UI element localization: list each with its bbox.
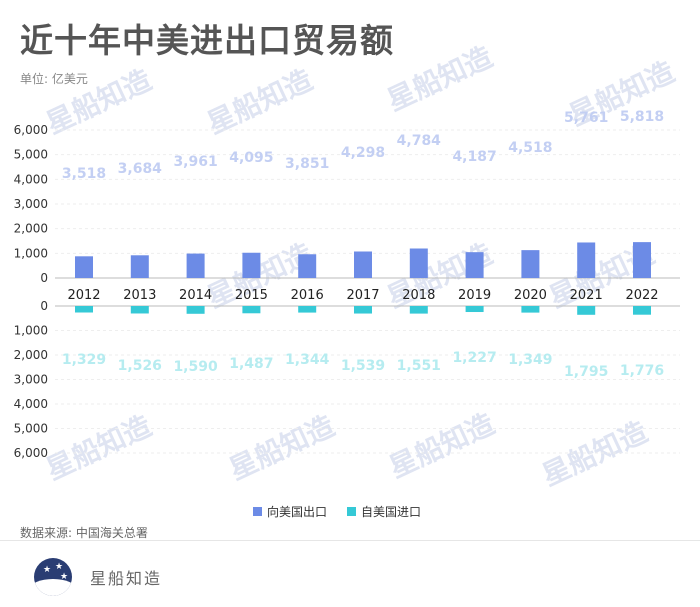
bar-export (75, 256, 93, 278)
wave-icon (34, 579, 72, 596)
data-label-import: 1,539 (341, 358, 385, 374)
data-label-import: 1,551 (397, 358, 441, 374)
y-tick-label: 2,000 (14, 348, 48, 362)
x-tick-label: 2016 (291, 288, 324, 303)
data-label-import: 1,344 (285, 352, 330, 368)
y-tick-label: 3,000 (14, 197, 48, 211)
watermark-text: 星船知造 (382, 40, 497, 117)
bar-export (354, 251, 372, 278)
source-note: 数据来源: 中国海关总署 (20, 526, 148, 540)
data-label-export: 4,298 (341, 145, 385, 161)
y-tick-label: 1,000 (14, 324, 48, 338)
watermark-text: 星船知造 (537, 415, 652, 492)
y-tick-label: 6,000 (14, 123, 48, 137)
watermark-text: 星船知造 (384, 407, 499, 484)
bar-import (75, 306, 93, 313)
y-tick-label: 2,000 (14, 222, 48, 236)
data-label-export: 5,818 (620, 109, 664, 125)
data-label-export: 3,851 (285, 156, 329, 172)
y-tick-label: 4,000 (14, 397, 48, 411)
bar-import (577, 306, 596, 315)
footer: ★ ★ ★ 星船知造 (0, 540, 700, 607)
bar-import (354, 306, 372, 314)
bar-export (409, 248, 428, 278)
bar-export (186, 253, 205, 278)
data-label-export: 4,095 (229, 150, 273, 166)
legend: 向美国出口 自美国进口 (253, 503, 421, 520)
x-tick-label: 2012 (67, 288, 100, 303)
data-label-import: 1,227 (452, 350, 496, 366)
data-label-export: 3,961 (173, 154, 217, 170)
legend-label-import: 自美国进口 (361, 505, 422, 519)
chart-title: 近十年中美进出口贸易额 (20, 21, 394, 60)
bar-import (521, 306, 540, 313)
y-tick-label: 5,000 (14, 148, 48, 162)
data-label-export: 4,187 (452, 149, 496, 165)
watermark-text: 星船知造 (202, 63, 317, 140)
y-tick-label: 4,000 (14, 172, 48, 186)
bar-import (465, 306, 484, 313)
bar-import (298, 306, 317, 313)
x-tick-label: 2017 (346, 288, 379, 303)
bar-export (242, 252, 261, 278)
bar-export (521, 250, 540, 278)
star-icon: ★ (43, 565, 52, 575)
data-label-import: 1,487 (229, 356, 273, 372)
data-label-import: 1,776 (620, 363, 664, 379)
watermark-text: 星船知造 (41, 63, 156, 140)
data-label-import: 1,329 (62, 352, 106, 368)
data-label-import: 1,795 (564, 364, 608, 380)
unit-label: 单位: 亿美元 (20, 72, 88, 86)
y-tick-label: 6,000 (14, 446, 48, 460)
y-tick-label: 5,000 (14, 422, 48, 436)
y-tick-label: 3,000 (14, 373, 48, 387)
legend-swatch-import (347, 507, 357, 516)
data-label-export: 5,761 (564, 110, 608, 126)
star-icon: ★ (60, 572, 69, 582)
x-tick-label: 2013 (123, 288, 156, 303)
bar-import (633, 306, 651, 315)
watermark-text: 星船知造 (224, 409, 339, 486)
brand-name: 星船知造 (90, 569, 163, 588)
y-tick-label: 0 (40, 271, 48, 285)
x-tick-label: 2020 (514, 288, 547, 303)
legend-label-export: 向美国出口 (267, 505, 328, 519)
data-label-export: 4,784 (397, 133, 442, 149)
brand-logo: ★ ★ ★ (34, 558, 72, 596)
star-icon: ★ (55, 562, 64, 572)
data-label-import: 1,590 (173, 359, 218, 375)
bar-export (298, 254, 317, 278)
bar-export (633, 242, 651, 278)
bar-export (465, 252, 484, 278)
data-label-import: 1,526 (118, 358, 162, 374)
data-label-export: 3,518 (62, 166, 106, 182)
legend-item-export[interactable]: 向美国出口 (253, 503, 327, 520)
data-label-export: 3,684 (118, 161, 163, 177)
bar-import (409, 306, 428, 314)
data-label-export: 4,518 (508, 140, 552, 156)
x-tick-label: 2018 (402, 288, 435, 303)
x-tick-label: 2015 (235, 288, 268, 303)
bar-import (242, 306, 261, 314)
bar-import (130, 306, 149, 314)
x-tick-label: 2022 (625, 288, 658, 303)
watermark-text: 星船知造 (41, 409, 156, 486)
y-tick-label: 1,000 (14, 246, 48, 260)
data-label-import: 1,349 (508, 352, 552, 368)
bar-import (186, 306, 205, 314)
x-tick-label: 2021 (570, 288, 603, 303)
legend-item-import[interactable]: 自美国进口 (347, 503, 421, 520)
x-tick-label: 2014 (179, 288, 212, 303)
legend-swatch-export (253, 507, 262, 516)
y-tick-label: 0 (40, 299, 48, 313)
bar-export (577, 242, 596, 278)
x-tick-label: 2019 (458, 288, 491, 303)
bar-export (130, 255, 149, 278)
